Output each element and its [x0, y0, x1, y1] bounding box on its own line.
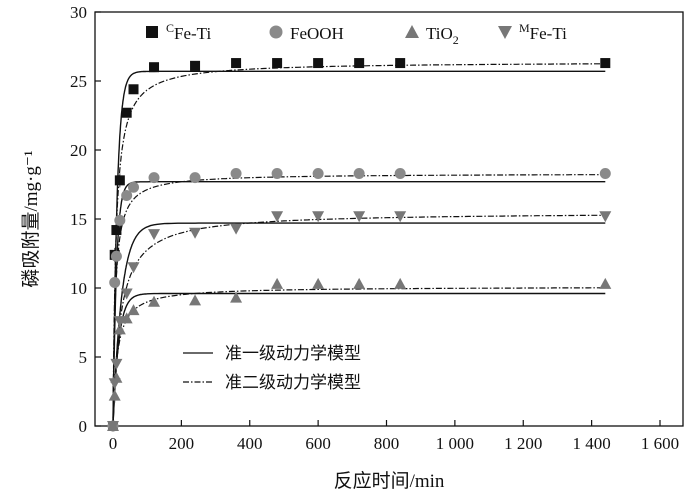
data-point	[395, 58, 406, 69]
x-tick-label: 1 600	[641, 434, 679, 453]
data-point	[121, 107, 132, 118]
x-tick-label: 0	[109, 434, 118, 453]
data-point	[148, 229, 161, 241]
x-tick-label: 1 200	[504, 434, 542, 453]
pfo-fit-line	[112, 222, 606, 427]
data-point	[120, 288, 133, 300]
y-tick-label: 10	[70, 279, 87, 298]
fit-curves	[112, 63, 606, 427]
plot-frame	[94, 11, 684, 427]
y-axis-title: 磷吸附量/mg·g⁻¹	[20, 150, 42, 287]
data-point	[353, 167, 365, 179]
data-point	[111, 225, 122, 236]
data-point	[312, 211, 325, 223]
fit-legend-label: 准二级动力学模型	[225, 373, 361, 392]
data-point	[313, 58, 324, 69]
data-point	[189, 294, 202, 306]
data-point	[271, 277, 284, 289]
legend-label: FeOOH	[290, 24, 344, 43]
data-point	[109, 276, 121, 288]
x-tick-label: 800	[374, 434, 400, 453]
x-tick-label: 1 400	[573, 434, 611, 453]
data-point	[271, 167, 283, 179]
data-point	[190, 60, 201, 71]
data-point	[312, 167, 324, 179]
data-point	[230, 223, 243, 235]
legend-marker	[405, 25, 419, 38]
x-axis: 0 200 400 600 800 1 000 1 200 1 400 1 600	[109, 420, 679, 453]
fit-legend-label: 准一级动力学模型	[225, 344, 361, 363]
data-point	[600, 58, 611, 69]
data-point	[189, 172, 201, 184]
data-point	[353, 211, 366, 223]
x-axis-title: 反应时间/min	[334, 470, 445, 492]
y-tick-label: 15	[70, 210, 87, 229]
data-point	[394, 211, 407, 223]
data-point	[114, 214, 126, 226]
legend-label: CFe-Ti	[166, 21, 211, 43]
pso-fit-line	[112, 174, 606, 427]
data-point	[231, 58, 242, 69]
x-tick-label: 600	[305, 434, 331, 453]
pso-fit-line	[112, 63, 606, 427]
y-tick-label: 25	[70, 72, 87, 91]
data-point	[107, 421, 119, 432]
data-point	[127, 262, 140, 274]
data-point	[230, 291, 243, 303]
data-point	[127, 304, 140, 316]
series-legend: CFe-Ti FeOOH TiO2 MFe-Ti	[146, 21, 567, 47]
data-point	[394, 277, 407, 289]
pfo-fit-line	[112, 292, 606, 427]
data-point	[128, 84, 139, 95]
pfo-fit-line	[112, 70, 606, 427]
legend-marker	[146, 26, 158, 38]
data-point	[312, 277, 325, 289]
data-point	[113, 316, 126, 328]
data-point	[599, 211, 612, 223]
y-tick-label: 0	[79, 417, 88, 436]
y-tick-label: 30	[70, 3, 87, 22]
data-point	[110, 250, 122, 262]
data-point	[354, 58, 365, 69]
legend-label: TiO2	[426, 24, 459, 47]
data-point	[128, 181, 140, 193]
data-point	[114, 175, 125, 186]
data-points	[107, 58, 612, 432]
data-point	[599, 167, 611, 179]
data-point	[353, 277, 366, 289]
data-point	[148, 172, 160, 184]
data-point	[599, 277, 612, 289]
data-point	[113, 323, 126, 335]
x-tick-label: 400	[237, 434, 263, 453]
data-point	[272, 58, 283, 69]
y-tick-label: 5	[79, 348, 88, 367]
x-tick-label: 200	[169, 434, 195, 453]
data-point	[108, 378, 121, 390]
y-tick-label: 20	[70, 141, 87, 160]
data-point	[148, 295, 161, 307]
legend-marker	[269, 25, 283, 39]
data-point	[108, 389, 121, 401]
pfo-fit-line	[112, 180, 606, 427]
legend-marker	[498, 26, 512, 39]
data-point	[394, 167, 406, 179]
data-point	[120, 312, 133, 324]
data-point	[149, 62, 160, 73]
data-point	[189, 227, 202, 239]
data-point	[271, 211, 284, 223]
legend-label: MFe-Ti	[519, 21, 567, 43]
y-axis: 0 5 10 15 20 25 30	[70, 3, 101, 436]
data-point	[121, 190, 133, 202]
data-point	[110, 358, 123, 370]
data-point	[230, 167, 242, 179]
x-tick-label: 1 000	[436, 434, 474, 453]
pso-fit-line	[112, 214, 606, 427]
